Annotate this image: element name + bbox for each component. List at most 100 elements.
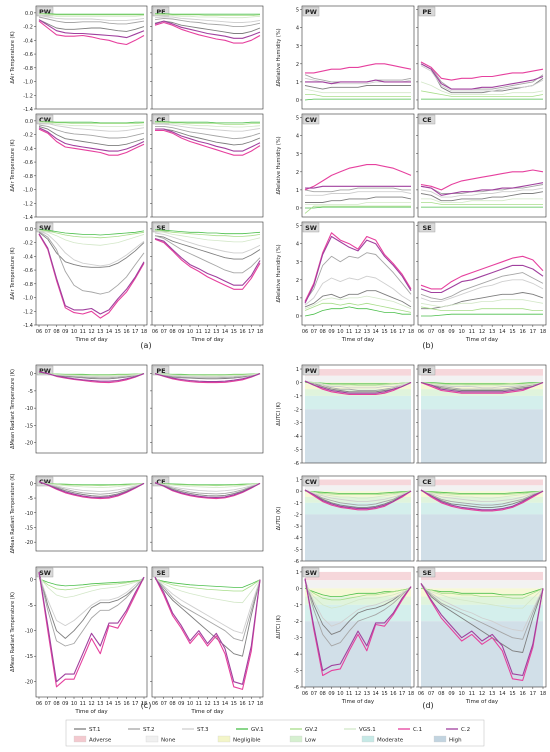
y-tick-label: -10 — [25, 406, 33, 412]
x-tick-label: 17 — [132, 701, 138, 707]
series-line-st-2 — [420, 489, 544, 506]
panel-cw: CW 1 0 -1 -2 -3 -4 -5 -6 ΔUTCI (K) — [276, 475, 415, 565]
panel-pe: PE — [416, 5, 547, 110]
series-line-c-1 — [38, 20, 145, 46]
x-tick-label: 06 — [302, 691, 308, 697]
panel-frame — [151, 5, 264, 110]
series-line-vgs-1 — [421, 198, 543, 203]
utci-band — [305, 514, 411, 561]
y-tick-label: 1 — [296, 570, 299, 576]
series-line-c-1 — [420, 61, 544, 81]
series-line-st-2 — [154, 576, 261, 642]
y-axis-label: ΔAir Temperature (K) — [10, 247, 16, 299]
y-axis-label: ΔRelative Humidity (%) — [276, 244, 282, 302]
legend-label: GV.1 — [251, 727, 264, 733]
x-tick-label: 17 — [399, 329, 405, 335]
x-tick-label: 13 — [213, 329, 219, 335]
y-tick-label: -1.2 — [23, 309, 33, 315]
series-line-c-1 — [305, 63, 412, 74]
series-line-vgs-1 — [304, 381, 412, 387]
x-tick-label: 07 — [428, 691, 434, 697]
figure-caption: (a) — [140, 341, 151, 350]
series-line-gv-1 — [154, 578, 261, 588]
y-tick-label: 2 — [296, 62, 299, 68]
x-tick-label: 11 — [80, 701, 86, 707]
utci-band — [421, 479, 543, 486]
panel-label: CE — [422, 116, 431, 124]
panel-label: SE — [156, 569, 165, 577]
series-line-st-1 — [420, 382, 544, 391]
x-tick-label: 12 — [479, 329, 485, 335]
x-tick-label: 14 — [222, 701, 228, 707]
series-line-st-1 — [304, 489, 412, 508]
panel-label: PE — [156, 367, 165, 375]
series-line-st-1 — [304, 290, 412, 308]
series-line-vgs-1 — [304, 584, 412, 609]
utci-band — [421, 514, 543, 561]
utci-band — [421, 375, 543, 383]
panel-label: SW — [305, 569, 317, 577]
panel-se: SE 06 07 08 09 10 11 12 13 14 15 16 17 18 Time of day — [416, 221, 547, 343]
series-line-vgs-1 — [420, 81, 544, 95]
panel-label: SW — [39, 569, 51, 577]
series-line-gv-1 — [420, 490, 544, 494]
series-line-st-3 — [304, 380, 412, 389]
panel-label: PE — [156, 8, 165, 16]
series-line-c-2 — [38, 572, 145, 683]
series-line-gv-2 — [421, 202, 543, 205]
series-line-gv-2 — [420, 90, 544, 97]
series-line-st-3 — [420, 279, 544, 302]
x-tick-label: 08 — [438, 329, 444, 335]
y-tick-label: -2 — [294, 512, 299, 518]
legend-swatch — [217, 735, 231, 743]
utci-band — [305, 369, 411, 376]
utci-band — [305, 409, 411, 463]
panel-cw: CW 0 1 2 3 4 5 ΔRelative Humidity (%) — [276, 113, 415, 218]
y-tick-label: -1.2 — [23, 201, 33, 207]
utci-band — [305, 389, 411, 396]
panel-frame — [417, 113, 547, 218]
y-tick-label: 0 — [30, 372, 33, 378]
series-line-st-2 — [38, 124, 145, 139]
series-line-gv-2 — [38, 229, 145, 239]
panel-frame — [35, 566, 148, 698]
panel-label-box — [418, 476, 436, 487]
series-line-vgs-1 — [304, 295, 412, 310]
series-line-gv-2 — [155, 13, 261, 17]
y-tick-label: 4 — [296, 242, 299, 248]
x-tick-label: 09 — [328, 329, 334, 335]
panel-sw: SW 0.0 -0.2 -0.4 -0.6 -0.8 -1.0 -1.2 -1.4 ΔAir Te… — [10, 221, 148, 343]
y-tick-label: -0.2 — [23, 133, 33, 139]
utci-band — [421, 389, 543, 396]
series-line-c-1 — [304, 164, 412, 191]
panel-label: PW — [305, 8, 317, 16]
legend-label: ST.1 — [89, 727, 100, 733]
legend-swatch — [289, 735, 303, 743]
series-line-vgs-1 — [305, 202, 411, 205]
utci-band — [305, 395, 411, 410]
x-tick-label: 12 — [204, 329, 210, 335]
y-tick-label: 0 — [296, 314, 299, 320]
y-tick-label: -0.6 — [23, 52, 33, 58]
x-tick-label: 09 — [448, 329, 454, 335]
y-tick-label: -3 — [294, 524, 299, 530]
panel-ce: CE — [416, 113, 547, 218]
series-line-st-3 — [38, 574, 145, 627]
panel-frame — [35, 113, 148, 218]
y-tick-label: -1 — [294, 501, 299, 507]
x-tick-label: 14 — [372, 691, 378, 697]
series-line-st-3 — [38, 482, 145, 493]
series-line-c-2 — [420, 264, 544, 294]
y-tick-label: 1 — [296, 296, 299, 302]
y-tick-label: -6 — [294, 685, 299, 691]
y-tick-label: -0.8 — [23, 174, 33, 180]
y-tick-label: -5 — [28, 496, 33, 502]
series-line-c-2 — [304, 380, 412, 394]
series-line-c-1 — [420, 169, 544, 191]
series-line-gv-1 — [38, 578, 145, 587]
series-line-st-2 — [38, 481, 145, 495]
utci-band — [305, 479, 411, 486]
x-tick-label: 12 — [355, 329, 361, 335]
y-tick-label: -6 — [294, 461, 299, 467]
